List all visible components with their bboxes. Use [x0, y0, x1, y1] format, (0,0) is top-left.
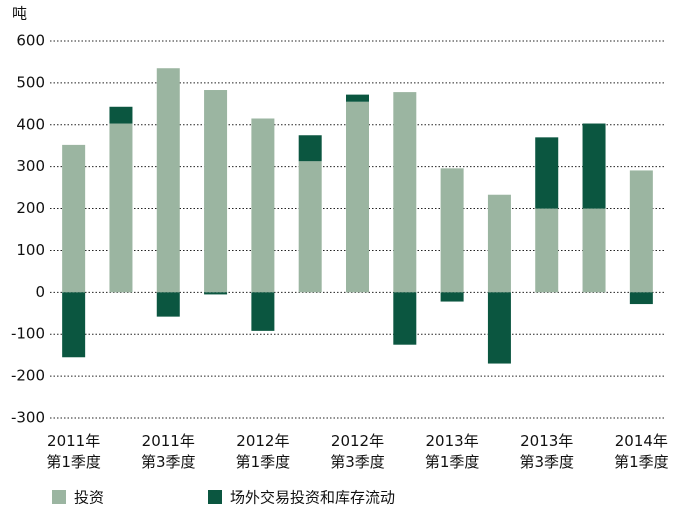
bar: [629, 170, 653, 293]
x-tick-label-line: 2013年: [426, 432, 479, 450]
y-tick-label: -200: [11, 367, 45, 385]
y-tick-label: 200: [16, 199, 45, 217]
bar: [440, 292, 464, 302]
x-tick-label-line: 2014年: [615, 432, 668, 450]
bar: [393, 292, 417, 345]
x-tick-label-line: 2012年: [331, 432, 384, 450]
legend-label: 投资: [74, 489, 104, 507]
bar: [487, 194, 511, 293]
y-tick-label: 300: [16, 157, 45, 175]
bar: [440, 168, 464, 293]
y-tick-label: 600: [16, 32, 45, 50]
bar: [251, 118, 275, 293]
bar: [251, 292, 275, 331]
y-tick-label: 100: [16, 241, 45, 259]
bar: [62, 292, 86, 358]
bar: [535, 208, 559, 293]
bar: [204, 292, 228, 295]
x-tick-label-line: 2012年: [236, 432, 289, 450]
bar: [393, 92, 417, 293]
y-tick-label: -100: [11, 325, 45, 343]
bar: [109, 123, 133, 293]
bar: [156, 68, 180, 293]
y-tick-label: 400: [16, 115, 45, 133]
bar: [62, 144, 86, 293]
y-tick-label: -300: [11, 409, 45, 427]
x-tick-label-line: 2011年: [47, 432, 100, 450]
x-tick-label: 2013年第1季度: [425, 432, 480, 471]
bar: [109, 106, 133, 124]
x-tick-label-line: 2013年: [520, 432, 573, 450]
x-tick-label-line: 2011年: [142, 432, 195, 450]
bar: [204, 90, 228, 293]
x-tick-label-line: 第3季度: [330, 453, 385, 471]
x-tick-label-line: 第1季度: [236, 453, 291, 471]
bar: [346, 101, 369, 293]
bar: [487, 292, 511, 364]
x-tick-label: 2014年第1季度: [614, 432, 669, 471]
y-tick-label: 0: [35, 283, 45, 301]
x-tick-label: 2011年第1季度: [46, 432, 101, 471]
bar: [629, 292, 653, 305]
bar: [156, 292, 180, 317]
x-tick-label-line: 第3季度: [519, 453, 574, 471]
x-tick-label: 2011年第3季度: [141, 432, 196, 471]
bar: [346, 94, 369, 102]
x-tick-label-line: 第1季度: [614, 453, 669, 471]
bar: [582, 123, 606, 209]
legend-swatch: [52, 490, 66, 504]
x-tick-label-line: 第1季度: [46, 453, 101, 471]
x-tick-label-line: 第3季度: [141, 453, 196, 471]
x-tick-label: 2012年第3季度: [330, 432, 385, 471]
legend-label: 场外交易投资和库存流动: [230, 489, 395, 507]
x-tick-label-line: 第1季度: [425, 453, 480, 471]
bar: [535, 137, 559, 209]
x-tick-label: 2012年第1季度: [236, 432, 291, 471]
y-axis-label: 吨: [12, 5, 27, 23]
bar: [298, 135, 322, 162]
bar: [298, 161, 322, 293]
bar: [582, 208, 606, 293]
legend-swatch: [208, 490, 222, 504]
y-tick-label: 500: [16, 73, 45, 91]
x-tick-label: 2013年第3季度: [519, 432, 574, 471]
